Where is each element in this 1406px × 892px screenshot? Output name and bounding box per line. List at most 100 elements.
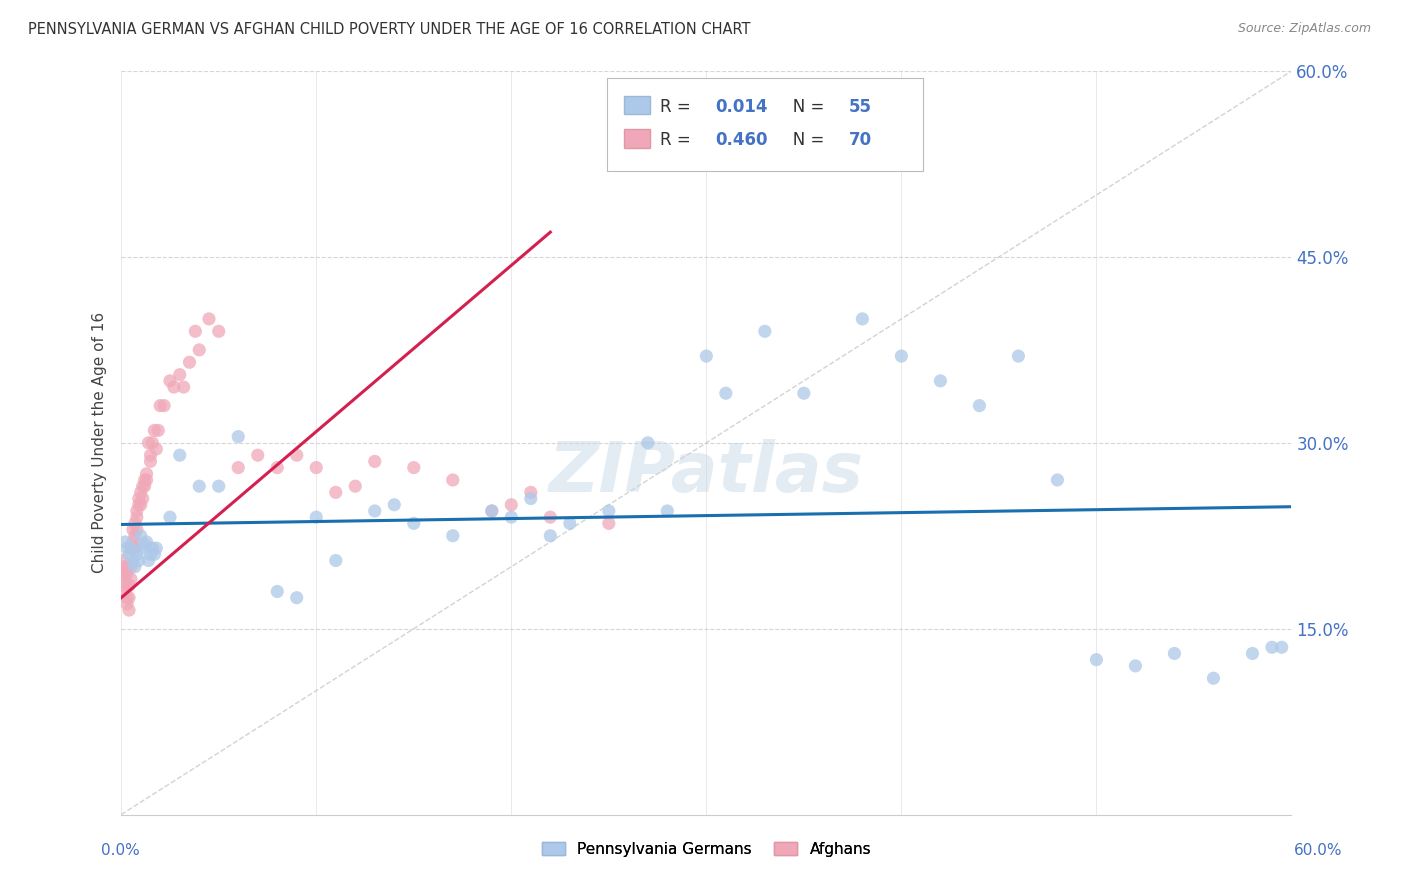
Point bbox=[929, 374, 952, 388]
Point bbox=[1125, 658, 1147, 673]
Point bbox=[128, 491, 150, 506]
Point bbox=[208, 479, 231, 493]
Point bbox=[141, 435, 163, 450]
Point bbox=[124, 541, 146, 556]
Point bbox=[120, 541, 142, 556]
Point bbox=[246, 448, 269, 462]
Point bbox=[115, 559, 138, 574]
Point bbox=[120, 559, 142, 574]
Text: 55: 55 bbox=[849, 98, 872, 116]
Point bbox=[325, 485, 347, 500]
Point bbox=[118, 547, 141, 561]
Point bbox=[188, 479, 211, 493]
Point bbox=[969, 399, 991, 413]
Point bbox=[1007, 349, 1029, 363]
Point bbox=[266, 460, 288, 475]
Point bbox=[134, 473, 156, 487]
Point bbox=[112, 566, 135, 580]
Point bbox=[637, 435, 659, 450]
Text: N =: N = bbox=[776, 98, 830, 116]
Point bbox=[122, 541, 145, 556]
Point bbox=[598, 516, 620, 531]
Point bbox=[266, 584, 288, 599]
Point bbox=[118, 603, 141, 617]
Text: 0.460: 0.460 bbox=[716, 131, 768, 149]
Point bbox=[285, 591, 308, 605]
Point bbox=[364, 454, 387, 468]
Point bbox=[125, 510, 148, 524]
Point bbox=[139, 448, 162, 462]
Point bbox=[153, 399, 176, 413]
FancyBboxPatch shape bbox=[624, 95, 650, 114]
Point bbox=[1271, 640, 1294, 655]
Point bbox=[129, 498, 152, 512]
Point bbox=[657, 504, 679, 518]
Point bbox=[754, 324, 776, 338]
Point bbox=[695, 349, 717, 363]
Point bbox=[402, 516, 425, 531]
Point bbox=[198, 312, 221, 326]
Point bbox=[114, 572, 136, 586]
Text: ZIPatlas: ZIPatlas bbox=[548, 439, 863, 506]
Point bbox=[115, 541, 138, 556]
FancyBboxPatch shape bbox=[607, 78, 922, 171]
Point bbox=[139, 547, 162, 561]
Point bbox=[112, 578, 135, 592]
Point bbox=[141, 541, 163, 556]
Point bbox=[851, 312, 873, 326]
FancyBboxPatch shape bbox=[624, 129, 650, 148]
Point bbox=[129, 485, 152, 500]
Text: Source: ZipAtlas.com: Source: ZipAtlas.com bbox=[1237, 22, 1371, 36]
Point bbox=[135, 473, 157, 487]
Point bbox=[538, 510, 561, 524]
Point bbox=[344, 479, 367, 493]
Text: R =: R = bbox=[659, 98, 696, 116]
Point bbox=[145, 442, 167, 456]
Point bbox=[1241, 647, 1264, 661]
Point bbox=[131, 541, 153, 556]
Point bbox=[163, 380, 186, 394]
Point bbox=[188, 343, 211, 357]
Text: 60.0%: 60.0% bbox=[1295, 843, 1343, 858]
Point bbox=[135, 467, 157, 481]
Point bbox=[441, 529, 464, 543]
Text: 70: 70 bbox=[849, 131, 872, 149]
Point bbox=[179, 355, 201, 369]
Text: R =: R = bbox=[659, 131, 696, 149]
Point bbox=[124, 529, 146, 543]
Point bbox=[115, 591, 138, 605]
Point bbox=[138, 435, 160, 450]
Point bbox=[115, 597, 138, 611]
Point bbox=[226, 429, 249, 443]
Point bbox=[364, 504, 387, 518]
Point bbox=[1046, 473, 1069, 487]
Point bbox=[114, 566, 136, 580]
Point bbox=[118, 578, 141, 592]
Point bbox=[134, 537, 156, 551]
Point bbox=[1085, 653, 1108, 667]
Point bbox=[118, 578, 141, 592]
Point bbox=[122, 553, 145, 567]
Point bbox=[122, 535, 145, 549]
Text: 0.014: 0.014 bbox=[716, 98, 768, 116]
Point bbox=[139, 454, 162, 468]
Point bbox=[285, 448, 308, 462]
Point bbox=[135, 535, 157, 549]
Point bbox=[520, 485, 543, 500]
Point bbox=[159, 510, 181, 524]
Point bbox=[402, 460, 425, 475]
Point bbox=[112, 553, 135, 567]
Text: N =: N = bbox=[776, 131, 830, 149]
Point bbox=[305, 510, 328, 524]
Point bbox=[501, 510, 523, 524]
Point bbox=[481, 504, 503, 518]
Point bbox=[129, 529, 152, 543]
Point bbox=[538, 529, 561, 543]
Point bbox=[1261, 640, 1284, 655]
Point bbox=[120, 541, 142, 556]
Point bbox=[1202, 671, 1225, 685]
Point bbox=[118, 591, 141, 605]
Point bbox=[131, 491, 153, 506]
Point bbox=[124, 516, 146, 531]
Point bbox=[501, 498, 523, 512]
